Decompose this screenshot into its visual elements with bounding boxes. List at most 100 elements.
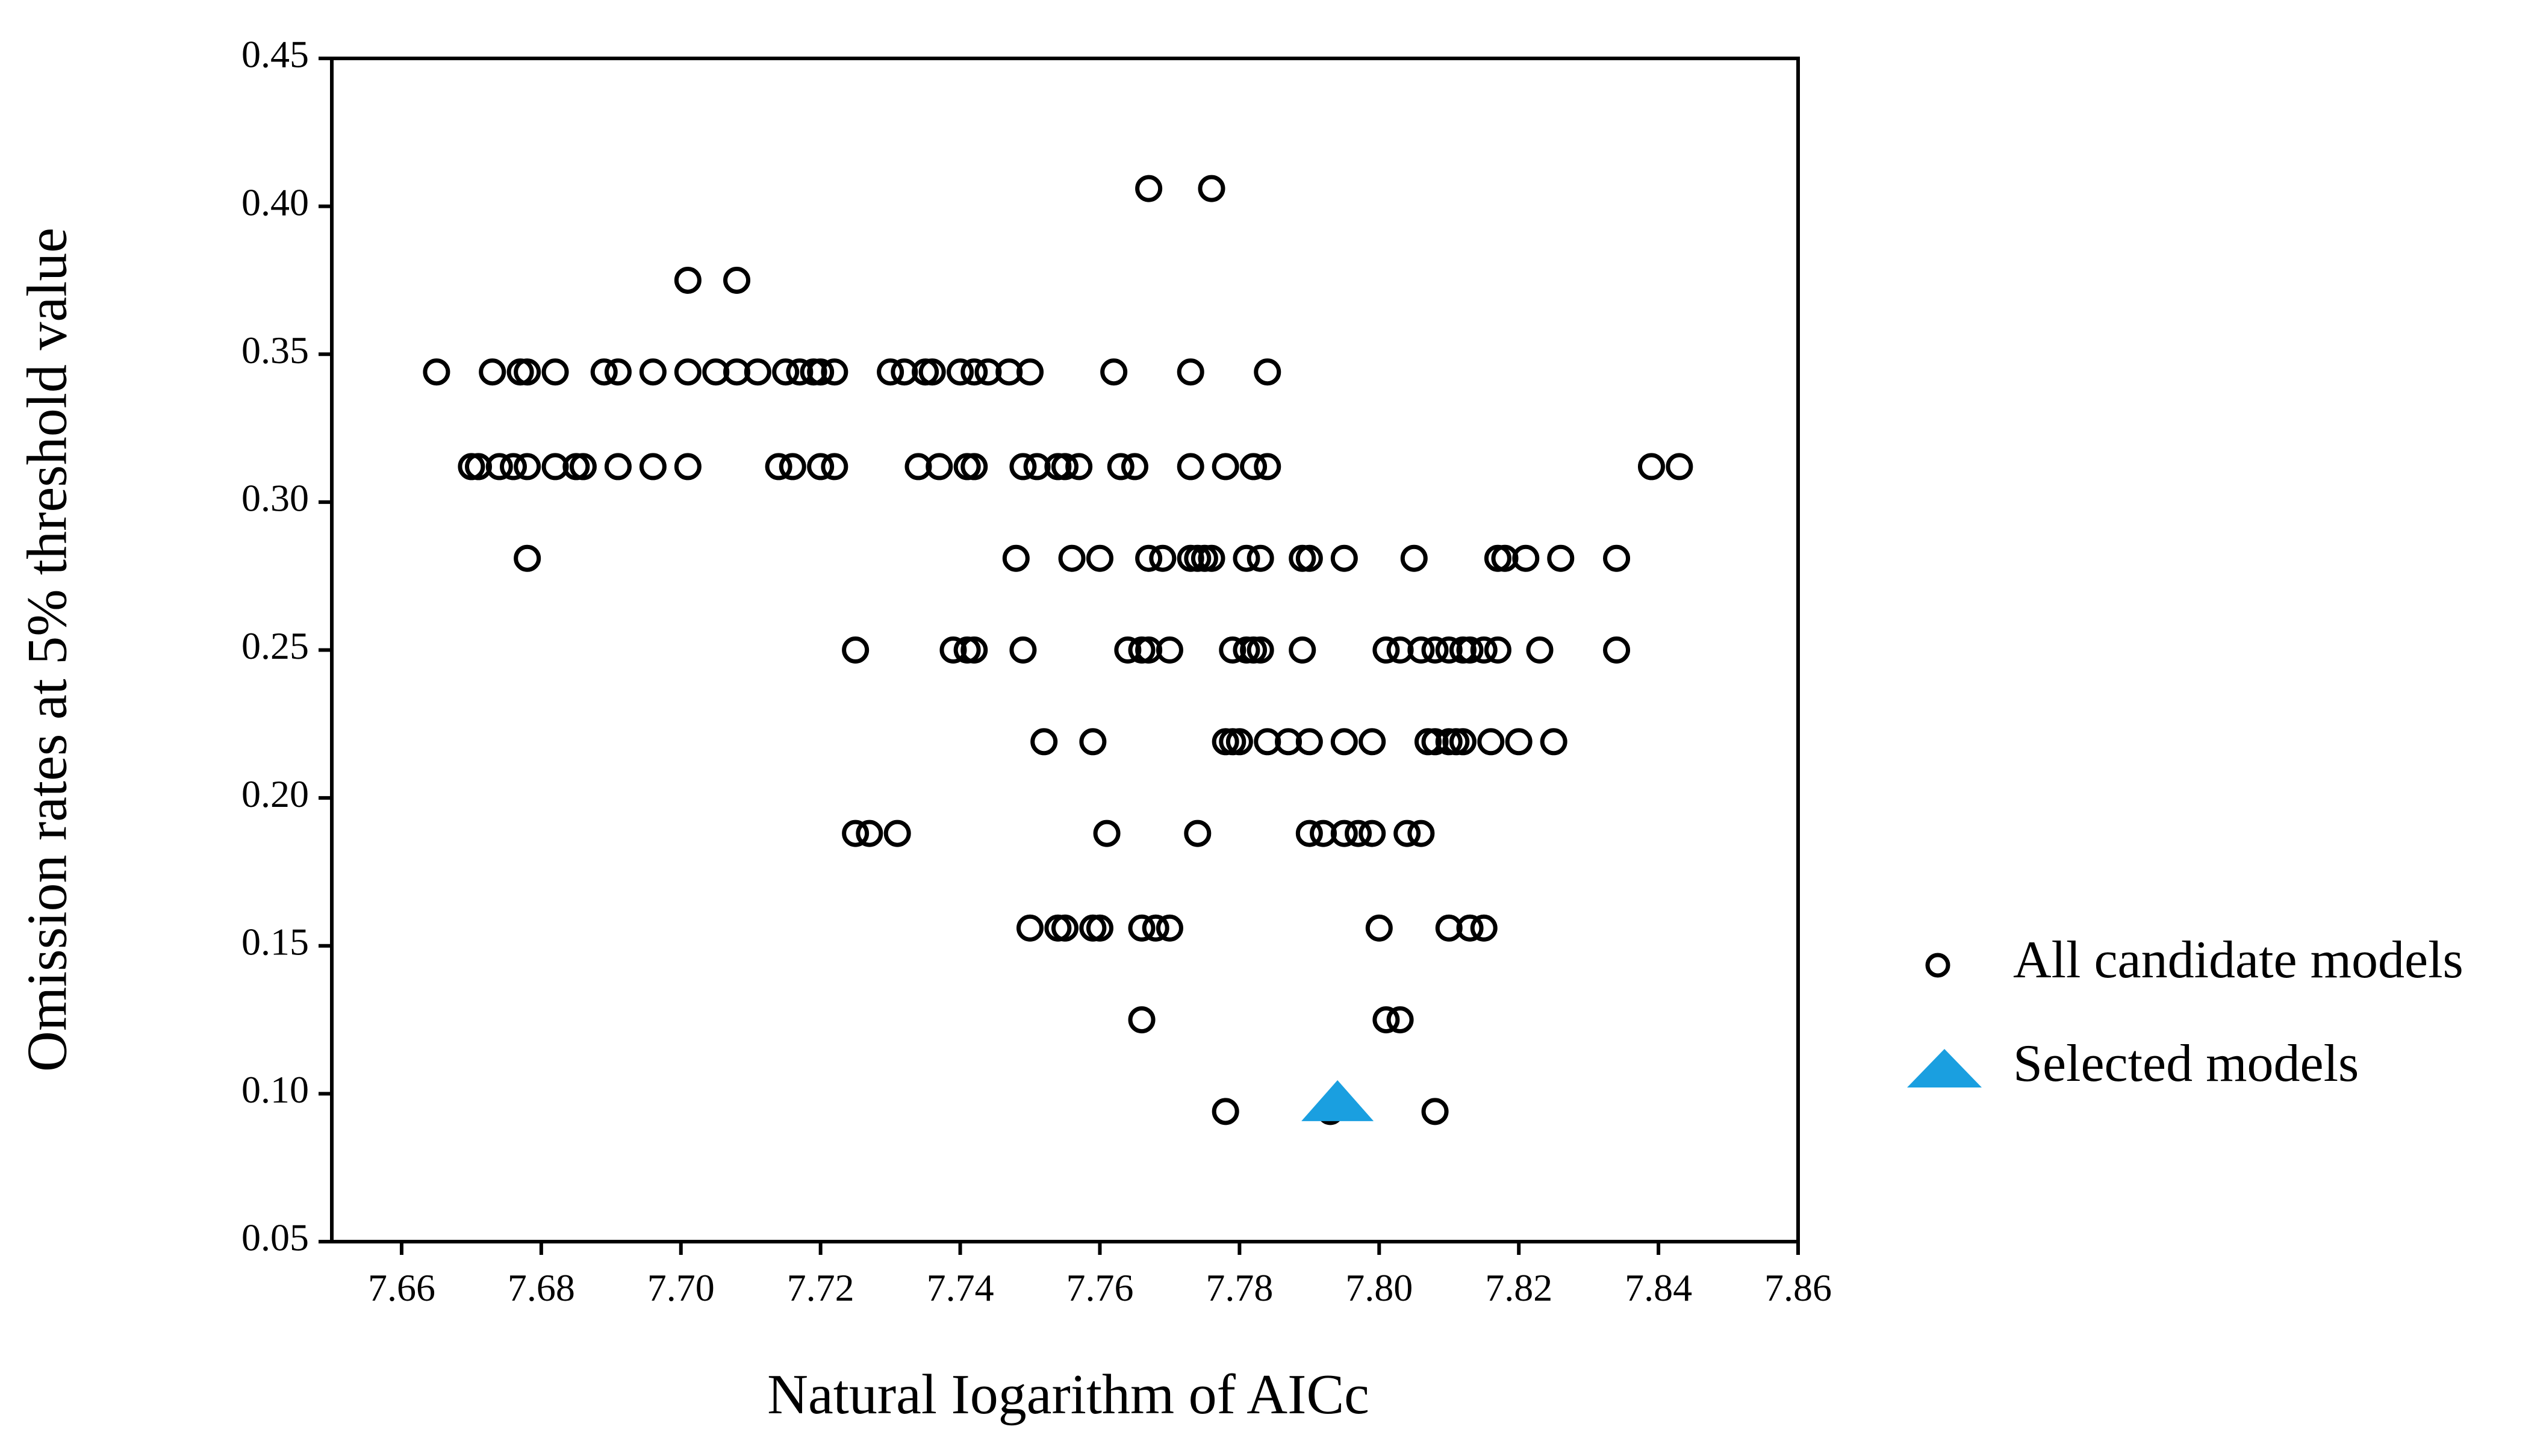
legend-label-selected: Selected models (2013, 1034, 2359, 1093)
y-tick-label: 0.30 (241, 477, 309, 520)
candidate-model-point (604, 358, 632, 386)
candidate-model-point (541, 358, 569, 386)
candidate-model-point (821, 358, 848, 386)
candidate-model-point (569, 453, 597, 481)
y-axis-title: Omission rates at 5% threshold value (16, 228, 79, 1072)
x-tick-label: 7.66 (368, 1266, 435, 1309)
selected-model-point (1301, 1080, 1374, 1121)
candidate-model-point (1086, 914, 1113, 942)
candidate-model-point (1212, 453, 1239, 481)
y-tick-label: 0.10 (241, 1068, 309, 1111)
candidate-model-point (1365, 914, 1393, 942)
candidate-model-point (1295, 544, 1323, 572)
x-tick-label: 7.82 (1485, 1266, 1552, 1309)
candidate-model-point (1198, 175, 1225, 202)
y-tick-label: 0.35 (241, 329, 309, 372)
candidate-model-point (744, 358, 771, 386)
candidate-model-point (1002, 544, 1030, 572)
candidate-model-point (639, 358, 667, 386)
candidate-model-point (1407, 820, 1435, 847)
candidate-model-point (1421, 1098, 1449, 1125)
candidate-model-point (1254, 358, 1281, 386)
y-tick-label: 0.20 (241, 773, 309, 815)
candidate-model-point (1512, 544, 1540, 572)
candidate-model-point (1184, 820, 1212, 847)
candidate-model-point (1121, 453, 1148, 481)
legend-triangle-icon (1907, 1049, 1982, 1087)
candidate-model-point (1547, 544, 1575, 572)
candidate-model-point (479, 358, 506, 386)
candidate-model-point (842, 820, 870, 847)
candidate-model-point (1107, 453, 1134, 481)
y-tick-label: 0.05 (241, 1216, 309, 1259)
candidate-model-point (639, 453, 667, 481)
candidate-model-point (1240, 453, 1268, 481)
candidate-model-point (947, 358, 974, 386)
candidate-model-point (1372, 636, 1400, 664)
candidate-model-point (807, 453, 835, 481)
candidate-model-point (674, 358, 702, 386)
candidate-model-point (1456, 636, 1484, 664)
candidate-model-point (1470, 914, 1498, 942)
candidate-model-point (1421, 636, 1449, 664)
candidate-model-point (807, 358, 835, 386)
candidate-model-point (514, 544, 541, 572)
candidate-model-point (1289, 636, 1316, 664)
candidate-model-point (1330, 728, 1358, 756)
candidate-model-point (1086, 544, 1113, 572)
candidate-model-point (485, 453, 513, 481)
x-tick-label: 7.84 (1625, 1266, 1692, 1309)
x-tick-label: 7.74 (927, 1266, 994, 1309)
candidate-model-point (1449, 728, 1477, 756)
candidate-model-point (1295, 728, 1323, 756)
axis-ticks: 0.05 0.10 0.15 0.20 0.25 0.30 0.35 0.40 0.45 7.66… (241, 33, 1832, 1309)
candidate-model-point (1603, 636, 1631, 664)
candidate-model-point (1016, 914, 1044, 942)
legend-label-candidates: All candidate models (2013, 931, 2464, 989)
candidate-model-point (1540, 728, 1567, 756)
candidate-model-point (1330, 544, 1358, 572)
candidate-model-point (1212, 1098, 1239, 1125)
candidate-model-point (883, 820, 911, 847)
candidate-model-point (1065, 453, 1093, 481)
candidate-model-point (765, 453, 792, 481)
candidate-model-point (1093, 820, 1121, 847)
candidate-model-point (960, 358, 988, 386)
candidate-model-point (779, 453, 806, 481)
candidate-model-point (1359, 728, 1386, 756)
candidate-model-point (842, 636, 870, 664)
x-tick-label: 7.80 (1345, 1266, 1413, 1309)
y-tick-label: 0.25 (241, 624, 309, 667)
x-tick-label: 7.72 (787, 1266, 854, 1309)
x-tick-label: 7.68 (508, 1266, 575, 1309)
y-tick-label: 0.15 (241, 920, 309, 963)
candidate-model-point (1247, 544, 1274, 572)
candidate-model-point (1016, 358, 1044, 386)
candidate-model-point (1526, 636, 1554, 664)
candidate-model-point (1149, 544, 1177, 572)
candidate-model-point (1177, 358, 1204, 386)
candidate-model-point (1372, 1006, 1400, 1034)
candidate-model-point (1156, 636, 1183, 664)
candidate-model-point (1051, 453, 1078, 481)
candidate-model-point (821, 453, 848, 481)
candidate-model-point (1386, 1006, 1414, 1034)
y-tick-label: 0.45 (241, 33, 309, 76)
candidate-model-point (1345, 820, 1372, 847)
candidate-model-point (1407, 636, 1435, 664)
candidate-model-point (856, 820, 883, 847)
candidate-model-point (1135, 544, 1163, 572)
candidate-model-point (1051, 914, 1078, 942)
candidate-model-point (1100, 358, 1128, 386)
candidate-model-point (1603, 544, 1631, 572)
legend: All candidate models Selected models (1907, 931, 2464, 1093)
candidate-model-point (499, 453, 527, 481)
candidate-model-point (1456, 914, 1484, 942)
candidate-model-point (1177, 453, 1204, 481)
candidate-model-point (1666, 453, 1693, 481)
candidate-model-point (514, 358, 541, 386)
candidate-model-point (674, 453, 702, 481)
candidate-model-point (1135, 175, 1163, 202)
candidate-model-point (772, 358, 800, 386)
